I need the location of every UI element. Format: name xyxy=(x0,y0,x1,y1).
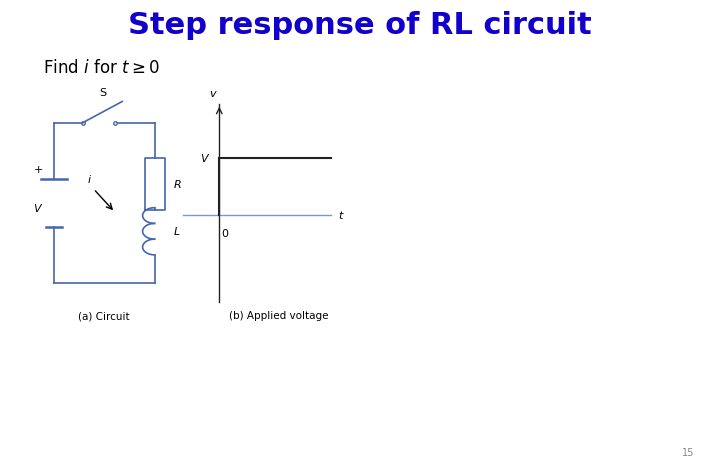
Text: 15: 15 xyxy=(682,448,694,458)
Text: $R$: $R$ xyxy=(173,178,182,190)
Text: $v$: $v$ xyxy=(209,89,218,99)
Text: $V$: $V$ xyxy=(33,202,43,214)
Text: $t$: $t$ xyxy=(338,209,344,221)
Text: (b) Applied voltage: (b) Applied voltage xyxy=(229,311,329,321)
Text: (a) Circuit: (a) Circuit xyxy=(78,311,130,321)
Text: Step response of RL circuit: Step response of RL circuit xyxy=(128,11,591,41)
Text: Find $i$ for $t \geq 0$: Find $i$ for $t \geq 0$ xyxy=(43,59,160,77)
Text: $V$: $V$ xyxy=(201,152,211,164)
Text: $i$: $i$ xyxy=(88,173,92,185)
Text: $0$: $0$ xyxy=(221,227,229,238)
Text: $L$: $L$ xyxy=(173,225,180,237)
Text: +: + xyxy=(33,165,43,175)
Text: S: S xyxy=(99,88,106,98)
